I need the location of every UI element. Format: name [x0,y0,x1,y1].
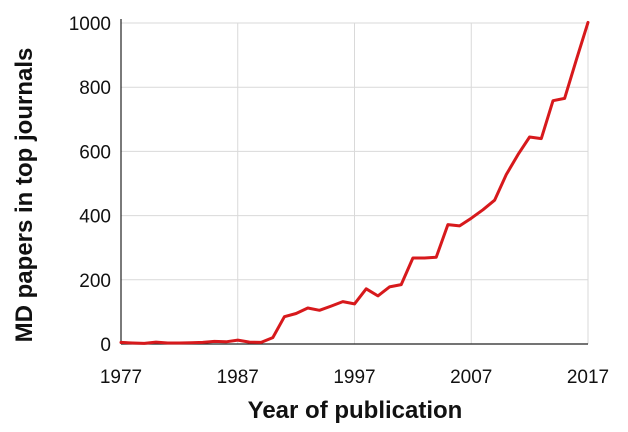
y-tick-label: 0 [100,335,111,356]
x-tick-label: 1997 [333,367,375,388]
y-tick-label: 600 [79,142,111,163]
series-line [119,20,590,345]
series-group [119,20,590,345]
x-tick-label: 2007 [450,367,492,388]
x-tick-label: 1987 [217,367,259,388]
x-tick-label: 1977 [100,367,142,388]
y-tick-label: 1000 [69,14,111,35]
y-axis-title: MD papers in top journals [11,48,38,343]
x-axis-title: Year of publication [248,397,463,424]
y-tick-label: 400 [79,207,111,228]
grid [120,22,589,344]
y-tick-label: 800 [79,78,111,99]
y-tick-label: 200 [79,271,111,292]
x-tick-labels: 1977 1987 1997 2007 2017 [100,367,609,388]
y-tick-labels: 0 200 400 600 800 1000 [69,14,111,356]
x-tick-label: 2017 [567,367,609,388]
